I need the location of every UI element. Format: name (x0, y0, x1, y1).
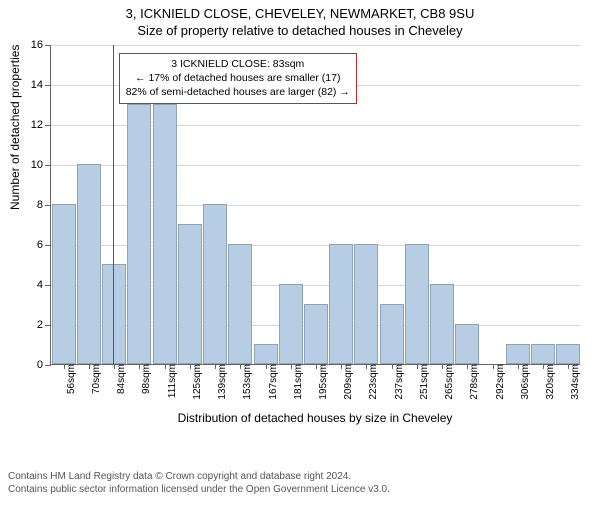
bar (127, 104, 151, 364)
y-tick-label: 12 (31, 119, 51, 131)
bar (329, 244, 353, 364)
bar (405, 244, 429, 364)
x-tick-label: 181sqm (287, 364, 304, 400)
x-tick-label: 70sqm (85, 364, 102, 394)
y-axis-label: Number of detached properties (8, 45, 22, 210)
chart-area: 024681012141656sqm70sqm84sqm98sqm111sqm1… (50, 45, 580, 425)
reference-line (113, 45, 114, 364)
annotation-line-3: 82% of semi-detached houses are larger (… (126, 85, 350, 99)
gridline (51, 45, 580, 46)
y-tick-label: 6 (37, 239, 51, 251)
x-tick-label: 320sqm (539, 364, 556, 400)
plot-area: 024681012141656sqm70sqm84sqm98sqm111sqm1… (50, 45, 580, 365)
x-tick-label: 209sqm (337, 364, 354, 400)
x-tick-label: 56sqm (60, 364, 77, 394)
bar (77, 164, 101, 364)
annotation-line-1: 3 ICKNIELD CLOSE: 83sqm (126, 57, 350, 71)
x-tick-label: 251sqm (413, 364, 430, 400)
bar (531, 344, 555, 364)
bar (506, 344, 530, 364)
bar (178, 224, 202, 364)
x-tick-label: 265sqm (438, 364, 455, 400)
title-line-2: Size of property relative to detached ho… (0, 23, 600, 38)
bar (380, 304, 404, 364)
x-tick-label: 237sqm (388, 364, 405, 400)
bar (153, 104, 177, 364)
bar (430, 284, 454, 364)
y-tick-label: 14 (31, 79, 51, 91)
bar (203, 204, 227, 364)
x-tick-label: 195sqm (312, 364, 329, 400)
bar (254, 344, 278, 364)
y-tick-label: 2 (37, 319, 51, 331)
x-tick-label: 292sqm (489, 364, 506, 400)
y-tick-label: 10 (31, 159, 51, 171)
x-tick-label: 98sqm (135, 364, 152, 394)
attribution-footer: Contains HM Land Registry data © Crown c… (8, 470, 390, 496)
annotation-line-2: ← 17% of detached houses are smaller (17… (126, 71, 350, 85)
bar (556, 344, 580, 364)
x-tick-label: 125sqm (186, 364, 203, 400)
y-tick-label: 0 (37, 359, 51, 371)
y-tick-label: 4 (37, 279, 51, 291)
x-tick-label: 334sqm (564, 364, 581, 400)
bar (455, 324, 479, 364)
y-tick-label: 8 (37, 199, 51, 211)
footer-line-2: Contains public sector information licen… (8, 483, 390, 496)
bar (52, 204, 76, 364)
bar (304, 304, 328, 364)
bar (228, 244, 252, 364)
annotation-box: 3 ICKNIELD CLOSE: 83sqm ← 17% of detache… (119, 53, 357, 104)
x-tick-label: 278sqm (463, 364, 480, 400)
x-tick-label: 306sqm (514, 364, 531, 400)
x-tick-label: 139sqm (211, 364, 228, 400)
y-tick-label: 16 (31, 39, 51, 51)
bar (102, 264, 126, 364)
x-tick-label: 153sqm (236, 364, 253, 400)
x-tick-label: 223sqm (362, 364, 379, 400)
x-tick-label: 111sqm (161, 364, 178, 398)
bar (354, 244, 378, 364)
footer-line-1: Contains HM Land Registry data © Crown c… (8, 470, 390, 483)
x-tick-label: 84sqm (110, 364, 127, 394)
bar (279, 284, 303, 364)
title-line-1: 3, ICKNIELD CLOSE, CHEVELEY, NEWMARKET, … (0, 6, 600, 21)
x-axis-label: Distribution of detached houses by size … (50, 411, 580, 425)
x-tick-label: 167sqm (262, 364, 279, 400)
